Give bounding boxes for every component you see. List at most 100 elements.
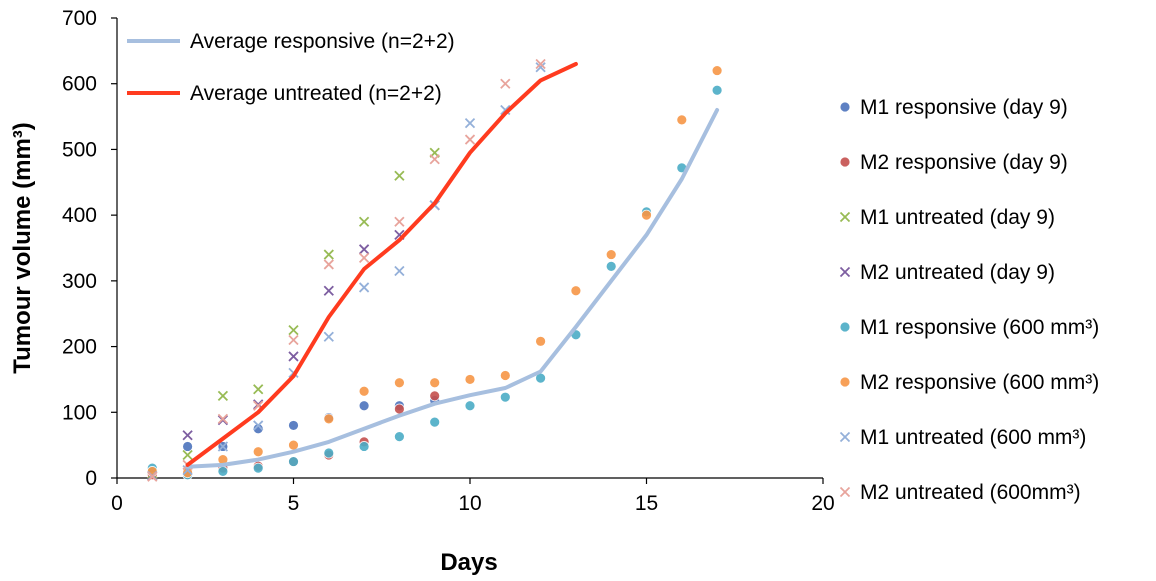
data-point-stroke-b [217, 415, 229, 426]
series-legend-marker-stroke-b [839, 486, 851, 498]
data-point [711, 65, 723, 76]
data-point [288, 456, 299, 467]
data-point-stroke-b [500, 104, 511, 116]
data-point [288, 351, 299, 362]
data-point [499, 391, 511, 403]
series-legend-label: M2 untreated (day 9) [860, 261, 1055, 284]
x-tick-label: 15 [635, 492, 658, 515]
series-legend-label: M2 untreated (600mm³) [860, 481, 1081, 504]
data-point-stroke-b [253, 384, 264, 395]
data-point [323, 259, 334, 270]
data-point-stroke-b [323, 259, 334, 270]
series-5 [146, 84, 723, 481]
data-point [288, 439, 299, 451]
x-tick-label: 20 [811, 492, 834, 515]
data-point [323, 285, 334, 296]
axes: 0 100 200 300 400 500 600 700 0 5 10 15 20 [62, 7, 835, 515]
series-legend-marker [839, 211, 851, 223]
data-point [429, 416, 441, 428]
data-point-stroke-b [323, 331, 334, 342]
data-point [253, 384, 264, 395]
data-point [323, 331, 334, 342]
data-point-stroke-b [464, 134, 476, 145]
data-point [253, 420, 264, 431]
data-point [358, 244, 370, 255]
series-legend-marker [839, 321, 851, 333]
data-point [605, 260, 617, 272]
data-point-stroke-b [358, 252, 370, 263]
data-point [711, 84, 723, 96]
series-legend-marker [839, 266, 851, 278]
series-legend-label: M2 responsive (day 9) [860, 151, 1068, 174]
average-line-2 [185, 62, 578, 467]
data-point [358, 441, 370, 452]
data-point [535, 62, 546, 73]
x-axis-title: Days [440, 549, 497, 576]
data-point [358, 385, 370, 397]
data-point-stroke-b [323, 285, 334, 296]
data-point-stroke-b [535, 58, 546, 70]
data-point [288, 334, 299, 346]
series-legend-label: M1 untreated (600 mm³) [860, 426, 1086, 449]
series-3 [147, 147, 440, 480]
data-point [252, 462, 264, 474]
data-point [252, 446, 264, 458]
series-legend-marker [839, 431, 851, 443]
data-point-stroke-b [217, 413, 229, 424]
data-point [217, 466, 229, 477]
data-point [535, 58, 546, 70]
data-point-stroke-b [394, 229, 405, 240]
data-point-stroke-b [288, 334, 299, 346]
data-point [323, 413, 335, 425]
data-point-stroke-b [323, 249, 334, 260]
data-point [570, 285, 582, 297]
data-point [358, 400, 370, 412]
series-legend-marker [839, 486, 851, 498]
data-point [393, 431, 405, 443]
y-tick-label: 700 [62, 7, 97, 30]
data-point [394, 265, 405, 277]
data-point [499, 370, 511, 381]
average-line-1 [185, 108, 720, 469]
data-point-stroke-b [217, 390, 229, 401]
data-points [146, 58, 723, 482]
line-legend-label: Average untreated (n=2+2) [190, 82, 442, 105]
y-tick-label: 600 [62, 73, 97, 96]
y-tick-label: 300 [62, 270, 97, 293]
series-7 [147, 62, 546, 482]
data-point [393, 377, 405, 389]
data-point [429, 377, 441, 389]
data-point-stroke-b [182, 430, 193, 441]
data-point [358, 252, 370, 263]
data-point [464, 118, 476, 129]
line-legend-label: Average responsive (n=2+2) [190, 30, 455, 53]
data-point [323, 447, 335, 459]
series-legend-marker-stroke-b [839, 431, 851, 443]
data-point [217, 415, 229, 426]
data-point [605, 249, 617, 260]
series-8 [147, 58, 546, 482]
y-tick-label: 100 [62, 401, 97, 424]
data-point-stroke-b [500, 78, 511, 89]
x-tick-label: 10 [458, 492, 481, 515]
data-point [182, 441, 194, 452]
data-point-stroke-b [358, 216, 370, 227]
x-tick-label: 5 [288, 492, 300, 515]
data-point-stroke-b [182, 449, 193, 461]
data-point-stroke-b [358, 244, 370, 255]
data-point-stroke-b [147, 471, 158, 482]
data-point [358, 282, 370, 293]
data-point-stroke-b [253, 399, 264, 410]
data-point [252, 423, 264, 435]
data-point-stroke-b [253, 400, 264, 411]
data-point-stroke-b [464, 118, 476, 129]
data-point [182, 430, 193, 441]
x-tick-label: 0 [111, 492, 123, 515]
data-point [323, 249, 334, 260]
data-point-stroke-b [253, 420, 264, 431]
data-point-stroke-b [394, 216, 405, 227]
data-point-stroke-b [288, 325, 299, 336]
series-legend-marker-stroke-b [839, 211, 851, 223]
